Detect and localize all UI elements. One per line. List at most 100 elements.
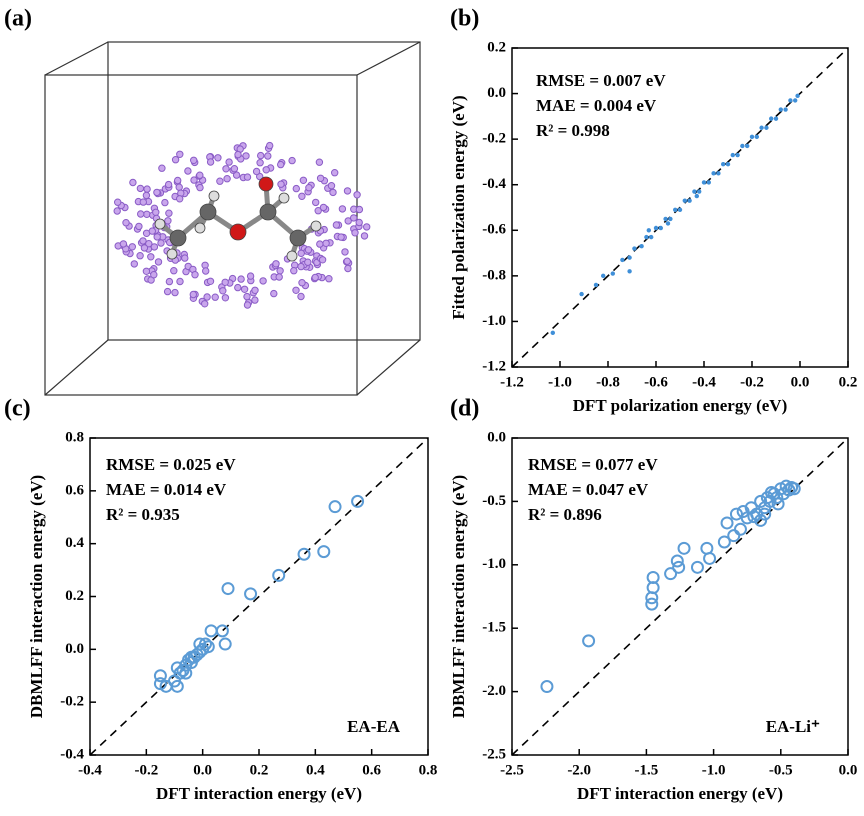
- probe-point: [297, 262, 305, 271]
- data-point: [627, 255, 632, 260]
- data-point: [170, 679, 184, 693]
- probe-point: [190, 156, 198, 165]
- probe-point: [196, 171, 204, 179]
- y-tick-label: 0.2: [487, 39, 506, 55]
- atom: [229, 223, 247, 241]
- probe-point: [316, 174, 325, 183]
- data-point: [658, 225, 663, 231]
- data-point: [782, 483, 796, 497]
- probe-point: [202, 267, 210, 275]
- probe-point: [341, 248, 349, 256]
- probe-point: [158, 164, 166, 172]
- probe-point: [305, 184, 313, 192]
- box-edge: [44, 41, 109, 76]
- probe-point: [355, 218, 363, 227]
- probe-point: [325, 275, 333, 283]
- probe-point: [153, 188, 161, 197]
- probe-point: [176, 277, 184, 286]
- probe-point: [298, 192, 306, 201]
- probe-point: [165, 277, 174, 286]
- panel-label: (a): [4, 6, 32, 32]
- probe-point: [240, 285, 249, 293]
- probe-point: [351, 229, 359, 237]
- data-point: [198, 637, 212, 651]
- probe-point: [314, 207, 322, 215]
- data-point: [682, 198, 687, 203]
- probe-point: [157, 239, 165, 247]
- data-point: [153, 669, 167, 683]
- atom: [310, 220, 322, 232]
- data-point: [793, 98, 798, 103]
- data-point: [632, 246, 637, 251]
- probe-point: [164, 217, 172, 225]
- y-tick-label: -0.8: [482, 267, 506, 283]
- probe-point: [152, 208, 160, 217]
- data-point: [717, 535, 731, 549]
- probe-point: [113, 207, 121, 215]
- y-tick-label: 0.0: [487, 429, 506, 445]
- x-axis-title: DFT polarization energy (eV): [573, 396, 788, 415]
- data-point: [720, 516, 734, 530]
- probe-point: [216, 177, 224, 185]
- probe-point: [211, 293, 219, 301]
- probe-point: [246, 272, 255, 280]
- annotation: R² = 0.935: [106, 505, 180, 524]
- atom: [194, 222, 206, 234]
- data-point: [627, 269, 632, 274]
- probe-point: [297, 249, 305, 258]
- probe-point: [139, 198, 148, 206]
- probe-point: [288, 156, 296, 165]
- probe-point: [363, 223, 371, 231]
- probe-point: [221, 278, 229, 286]
- data-point: [601, 273, 606, 279]
- data-point: [759, 125, 764, 130]
- probe-point: [256, 159, 264, 167]
- data-point: [593, 282, 599, 288]
- atom: [258, 176, 274, 192]
- y-tick-label: -0.4: [482, 176, 506, 192]
- data-point: [750, 507, 764, 521]
- y-tick-label: 0.0: [65, 641, 84, 657]
- y-tick-label: -0.2: [482, 131, 506, 147]
- data-point: [764, 486, 778, 500]
- probe-point: [353, 191, 361, 199]
- probe-point: [154, 258, 163, 266]
- y-axis-title: DBMLFF interaction energy (eV): [27, 475, 46, 718]
- data-point: [727, 529, 741, 543]
- data-point: [764, 125, 769, 130]
- y-tick-label: -1.5: [482, 620, 506, 636]
- data-point: [677, 541, 691, 555]
- probe-point: [150, 243, 159, 251]
- probe-point: [191, 271, 199, 279]
- probe-point: [150, 271, 158, 279]
- y-axis-title: Fitted polarization energy (eV): [449, 95, 468, 319]
- y-tick-label: -0.6: [482, 222, 506, 238]
- probe-point: [143, 185, 151, 193]
- x-tick-label: 0.8: [419, 762, 438, 778]
- data-point: [754, 494, 768, 508]
- probe-point: [292, 286, 300, 294]
- probe-point: [276, 267, 284, 275]
- probe-point: [232, 171, 241, 179]
- y-tick-label: -0.4: [60, 746, 84, 762]
- y-tick-label: -1.0: [482, 556, 506, 572]
- data-point: [672, 560, 686, 574]
- probe-point: [129, 178, 137, 187]
- probe-point: [350, 214, 358, 222]
- probe-point: [234, 283, 242, 292]
- probe-point: [332, 221, 341, 229]
- data-point: [645, 597, 659, 611]
- probe-point: [262, 166, 270, 174]
- annotation: RMSE = 0.007 eV: [536, 71, 666, 90]
- atom: [208, 190, 220, 202]
- probe-point: [130, 260, 139, 268]
- data-point: [778, 107, 783, 112]
- data-point: [317, 545, 331, 559]
- x-tick-label: -0.4: [78, 762, 102, 778]
- probe-point: [251, 286, 259, 294]
- probe-point: [221, 294, 230, 302]
- probe-point: [327, 182, 336, 190]
- probe-point: [137, 210, 145, 218]
- data-point: [694, 193, 699, 199]
